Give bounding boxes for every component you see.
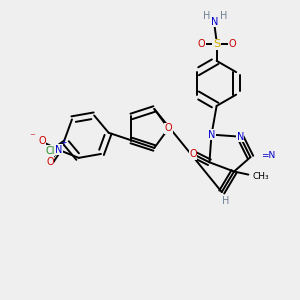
Text: =N: =N bbox=[261, 151, 275, 160]
Text: H: H bbox=[222, 196, 230, 206]
Text: O: O bbox=[46, 157, 54, 167]
Text: ⁻: ⁻ bbox=[30, 132, 36, 142]
Text: N: N bbox=[208, 130, 215, 140]
Text: N: N bbox=[55, 145, 62, 155]
Text: Cl: Cl bbox=[45, 146, 55, 156]
Text: O: O bbox=[228, 39, 236, 50]
Text: O: O bbox=[165, 124, 172, 134]
Text: O: O bbox=[38, 136, 46, 146]
Text: H: H bbox=[220, 11, 227, 21]
Text: O: O bbox=[197, 39, 205, 50]
Text: O: O bbox=[189, 149, 197, 159]
Text: +: + bbox=[60, 138, 67, 147]
Text: N: N bbox=[236, 132, 244, 142]
Text: CH₃: CH₃ bbox=[253, 172, 269, 181]
Text: N: N bbox=[211, 17, 218, 27]
Text: S: S bbox=[213, 39, 220, 50]
Text: H: H bbox=[203, 11, 210, 21]
